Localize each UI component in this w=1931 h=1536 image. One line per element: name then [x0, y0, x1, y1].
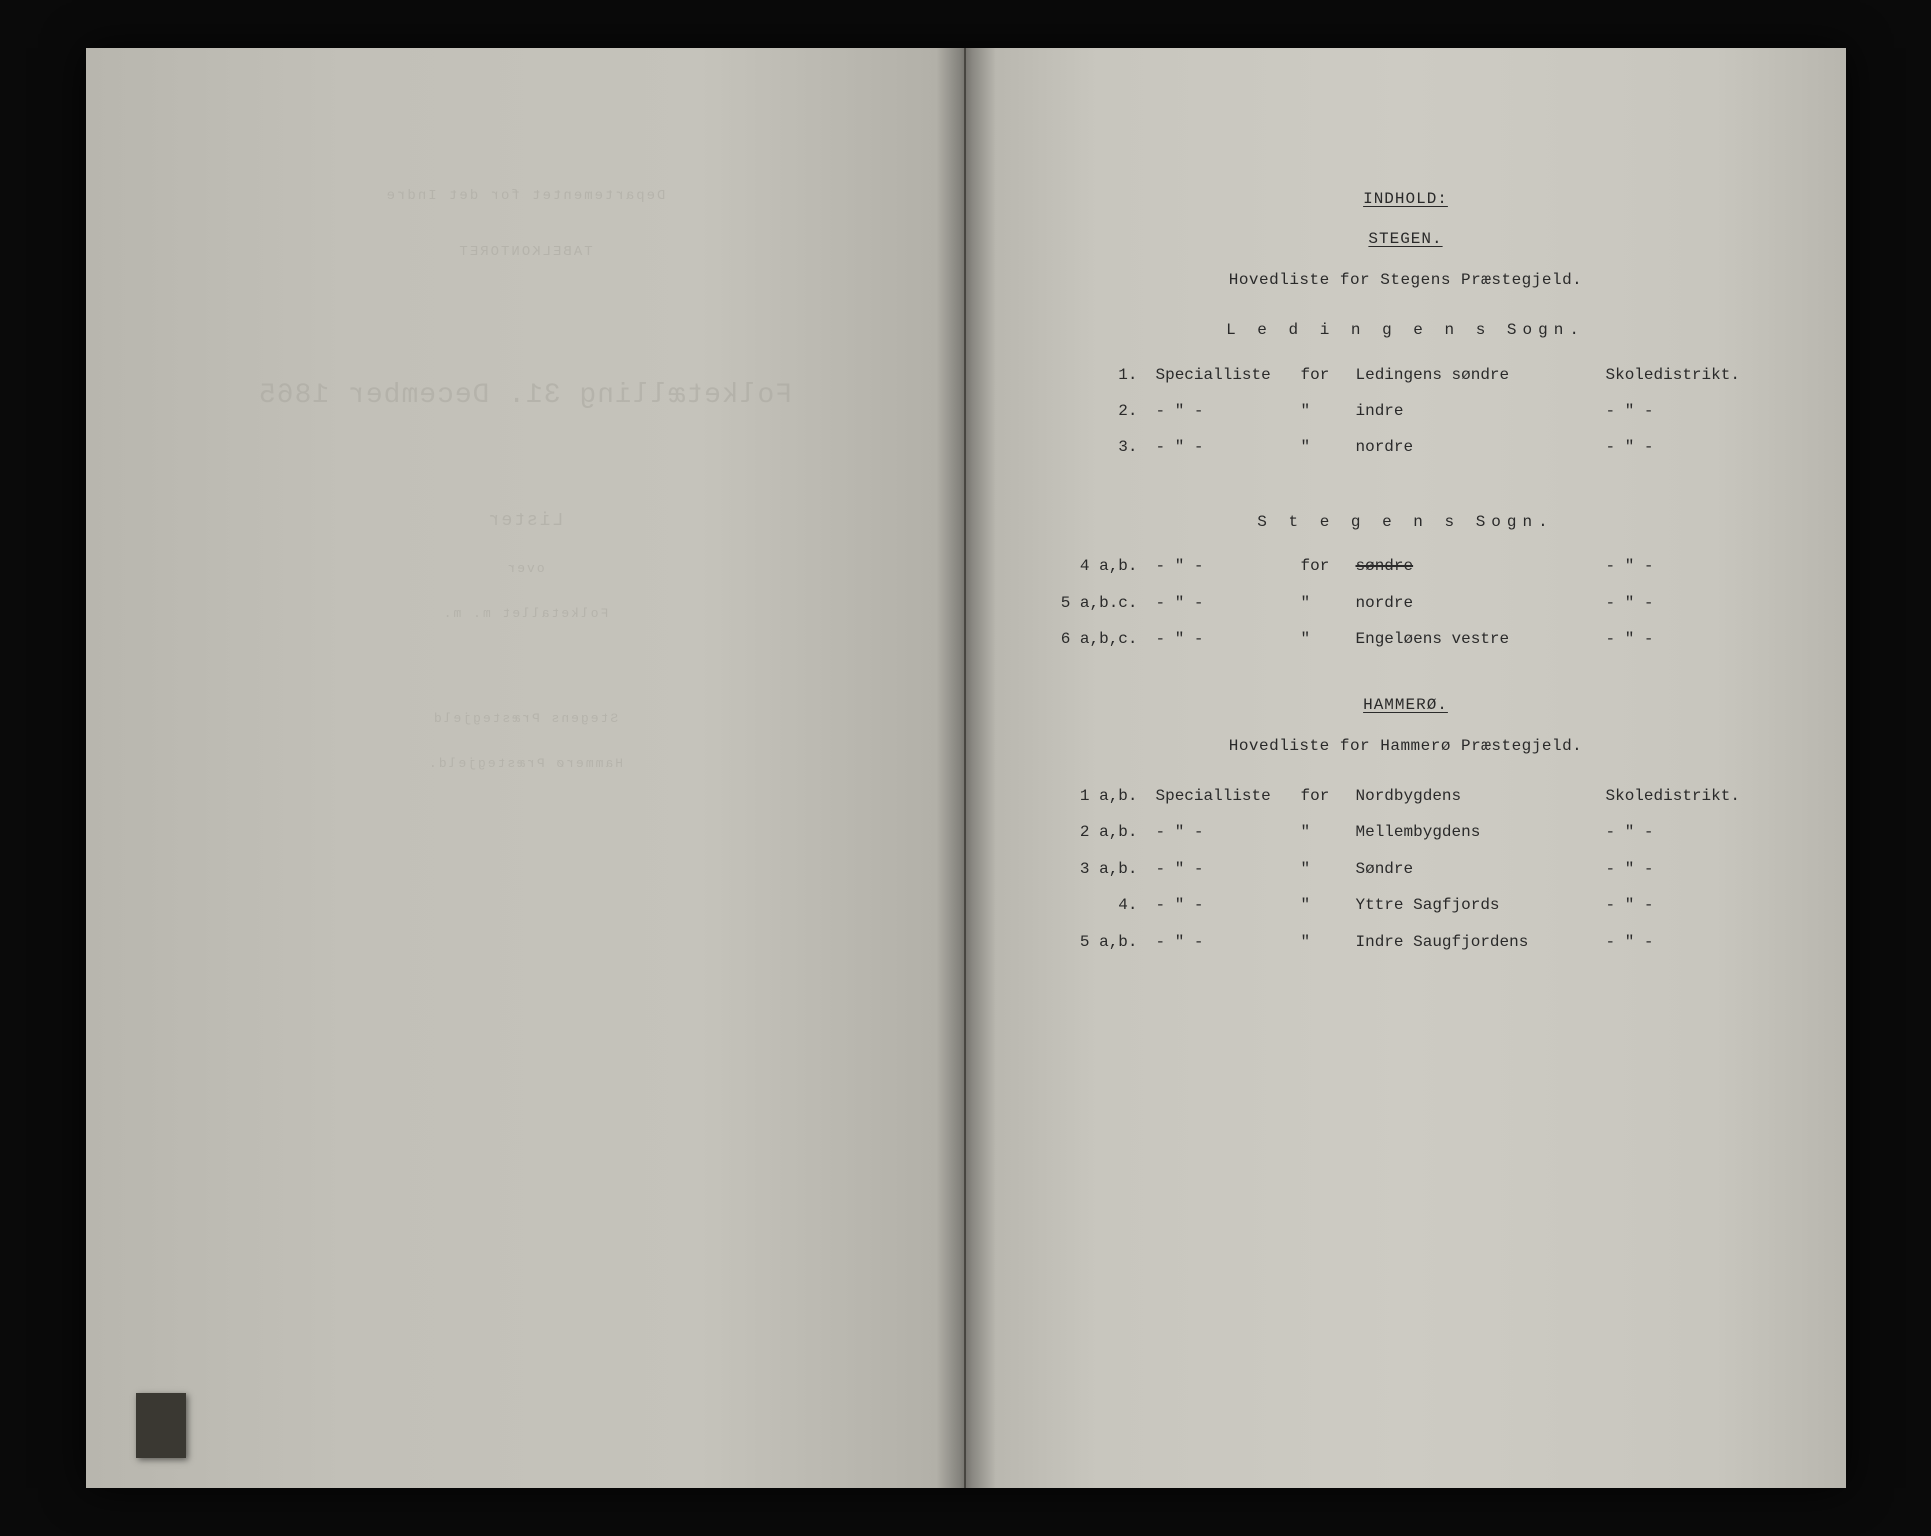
row-spec: - " - [1156, 931, 1301, 953]
row-district: - " - [1606, 628, 1771, 650]
table-row: 4. - " - " Yttre Sagfjords - " - [1046, 894, 1766, 916]
row-district: - " - [1606, 931, 1771, 953]
row-number: 6 a,b,c. [1046, 628, 1156, 650]
table-row: 1 a,b. Specialliste for Nordbygdens Skol… [1046, 785, 1766, 807]
row-spec: - " - [1156, 436, 1301, 458]
row-number: 5 a,b.c. [1046, 592, 1156, 614]
table-row: 3 a,b. - " - " Søndre - " - [1046, 858, 1766, 880]
ghost-sub-1: Lister [166, 511, 884, 531]
row-for: " [1301, 931, 1356, 953]
ghost-sub-2: over [166, 561, 884, 576]
row-place: Søndre [1356, 858, 1606, 880]
section-title-stegen: STEGEN. [1046, 228, 1766, 250]
row-district: - " - [1606, 436, 1771, 458]
row-for: for [1301, 555, 1356, 577]
row-for: " [1301, 858, 1356, 880]
sogn-title-stegens: S t e g e n s Sogn. [1046, 511, 1766, 533]
table-row: 2. - " - " indre - " - [1046, 400, 1766, 422]
ghost-foot-2: Hammerø Præstegjeld. [166, 756, 884, 771]
table-row: 4 a,b. - " - for søndre - " - [1046, 555, 1766, 577]
ghost-dept: Departementet for det Indre [166, 188, 884, 204]
row-number: 2. [1046, 400, 1156, 422]
row-place: indre [1356, 400, 1606, 422]
row-for: " [1301, 894, 1356, 916]
row-number: 1. [1046, 364, 1156, 386]
row-number: 2 a,b. [1046, 821, 1156, 843]
row-number: 3 a,b. [1046, 858, 1156, 880]
table-row: 6 a,b,c. - " - " Engeløens vestre - " - [1046, 628, 1766, 650]
row-district: - " - [1606, 821, 1771, 843]
row-number: 5 a,b. [1046, 931, 1156, 953]
row-spec: - " - [1156, 894, 1301, 916]
row-number: 3. [1046, 436, 1156, 458]
row-district: - " - [1606, 555, 1771, 577]
ghost-sub-3: Folketallet m. m. [166, 606, 884, 621]
toc-heading: INDHOLD: [1046, 188, 1766, 210]
row-spec: - " - [1156, 858, 1301, 880]
row-for: for [1301, 785, 1356, 807]
ghost-main-title: Folketælling 31. December 1865 [166, 380, 884, 411]
row-place: nordre [1356, 592, 1606, 614]
sogn-title-ledingens: L e d i n g e n s Sogn. [1046, 319, 1766, 341]
row-place: Engeløens vestre [1356, 628, 1606, 650]
row-spec: Specialliste [1156, 785, 1301, 807]
ghost-foot-1: Stegens Præstegjeld [166, 711, 884, 726]
row-spec: - " - [1156, 628, 1301, 650]
row-district: - " - [1606, 400, 1771, 422]
row-spec: - " - [1156, 592, 1301, 614]
row-district: Skoledistrikt. [1606, 785, 1771, 807]
row-district: - " - [1606, 858, 1771, 880]
page-tab-marker [136, 1393, 186, 1458]
row-number: 1 a,b. [1046, 785, 1156, 807]
row-place: Mellembygdens [1356, 821, 1606, 843]
row-place-struck: søndre [1356, 555, 1606, 577]
table-row: 3. - " - " nordre - " - [1046, 436, 1766, 458]
ghost-office: TABELKONTORET [166, 244, 884, 260]
row-spec: - " - [1156, 555, 1301, 577]
row-number: 4. [1046, 894, 1156, 916]
row-spec: Specialliste [1156, 364, 1301, 386]
open-book: Departementet for det Indre TABELKONTORE… [86, 48, 1846, 1488]
index-content: INDHOLD: STEGEN. Hovedliste for Stegens … [1046, 148, 1766, 953]
row-for: " [1301, 436, 1356, 458]
left-page: Departementet for det Indre TABELKONTORE… [86, 48, 966, 1488]
row-district: Skoledistrikt. [1606, 364, 1771, 386]
row-place: Nordbygdens [1356, 785, 1606, 807]
table-row: 5 a,b. - " - " Indre Saugfjordens - " - [1046, 931, 1766, 953]
row-place: Yttre Sagfjords [1356, 894, 1606, 916]
section-title-hammero: HAMMERØ. [1046, 694, 1766, 716]
row-for: for [1301, 364, 1356, 386]
row-for: " [1301, 592, 1356, 614]
row-place: Indre Saugfjordens [1356, 931, 1606, 953]
table-row: 1. Specialliste for Ledingens søndre Sko… [1046, 364, 1766, 386]
row-spec: - " - [1156, 821, 1301, 843]
section-subtitle-hammero: Hovedliste for Hammerø Præstegjeld. [1046, 735, 1766, 757]
table-row: 5 a,b.c. - " - " nordre - " - [1046, 592, 1766, 614]
right-page: INDHOLD: STEGEN. Hovedliste for Stegens … [966, 48, 1846, 1488]
row-place: Ledingens søndre [1356, 364, 1606, 386]
row-district: - " - [1606, 592, 1771, 614]
table-row: 2 a,b. - " - " Mellembygdens - " - [1046, 821, 1766, 843]
row-place: nordre [1356, 436, 1606, 458]
row-spec: - " - [1156, 400, 1301, 422]
section-subtitle-stegen: Hovedliste for Stegens Præstegjeld. [1046, 269, 1766, 291]
row-number: 4 a,b. [1046, 555, 1156, 577]
row-for: " [1301, 400, 1356, 422]
row-for: " [1301, 628, 1356, 650]
row-district: - " - [1606, 894, 1771, 916]
row-for: " [1301, 821, 1356, 843]
